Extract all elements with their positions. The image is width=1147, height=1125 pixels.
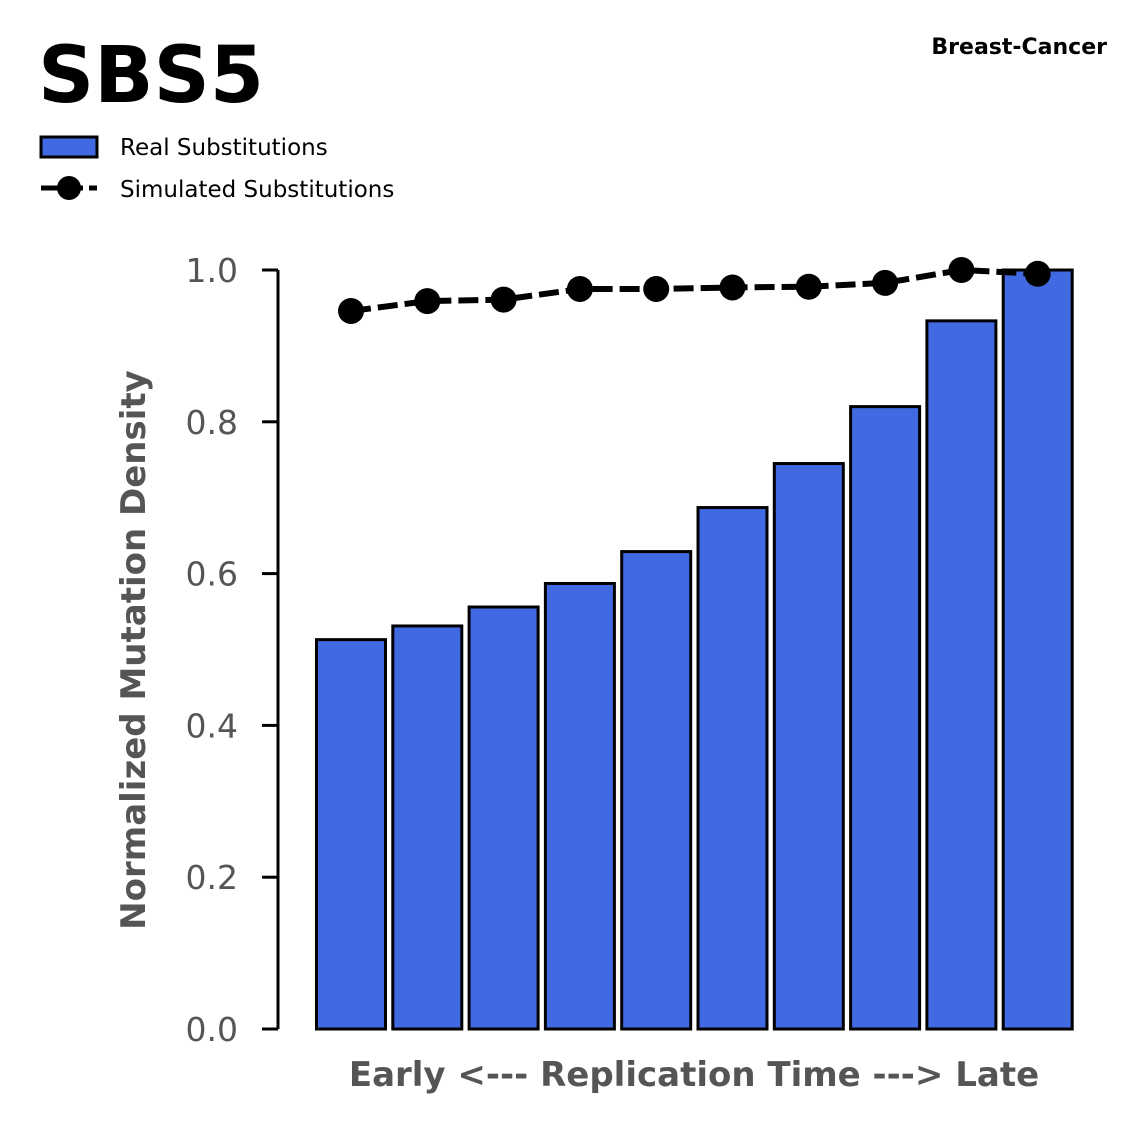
y-axis: 0.0 0.2 0.4 0.6 0.8 1.0 <box>186 251 280 1049</box>
simulated-point-2 <box>414 288 441 315</box>
bar-series-real <box>315 268 1074 1031</box>
simulated-point-5 <box>643 275 670 302</box>
bar-5 <box>620 550 693 1031</box>
simulated-point-8 <box>872 269 899 296</box>
simulated-point-10 <box>1024 260 1051 287</box>
simulated-point-3 <box>490 286 517 313</box>
y-tick-label-2: 0.4 <box>186 706 238 745</box>
bar-4 <box>543 581 616 1031</box>
simulated-point-6 <box>719 274 746 301</box>
legend-marker-simulated <box>57 176 81 200</box>
y-axis-label: Normalized Mutation Density <box>114 370 154 930</box>
y-tick-label-4: 0.8 <box>186 403 238 442</box>
x-axis-label: Early <--- Replication Time ---> Late <box>349 1055 1039 1095</box>
bar-6 <box>696 506 769 1031</box>
bar-2 <box>391 624 464 1031</box>
y-tick-label-0: 0.0 <box>186 1010 238 1049</box>
simulated-line <box>350 266 1038 314</box>
legend: Real Substitutions Simulated Substitutio… <box>39 135 394 203</box>
chart-subtitle: Breast-Cancer <box>931 35 1107 60</box>
simulated-point-7 <box>795 273 822 300</box>
simulated-point-9 <box>948 257 975 283</box>
bar-1 <box>315 638 387 1031</box>
bar-3 <box>467 605 540 1031</box>
simulated-point-4 <box>566 275 593 302</box>
bar-10 <box>1001 268 1074 1031</box>
bar-7 <box>772 462 845 1031</box>
legend-swatch-real <box>39 135 99 159</box>
line-series-simulated <box>338 257 1051 324</box>
chart-title: SBS5 <box>38 31 264 121</box>
bar-8 <box>849 405 922 1031</box>
bar-9 <box>925 319 998 1031</box>
y-tick-label-3: 0.6 <box>186 555 238 594</box>
legend-label-real: Real Substitutions <box>120 135 328 161</box>
y-tick-label-1: 0.2 <box>186 858 238 897</box>
legend-label-simulated: Simulated Substitutions <box>120 177 394 203</box>
y-tick-label-5: 1.0 <box>186 251 238 290</box>
simulated-point-1 <box>338 297 364 324</box>
